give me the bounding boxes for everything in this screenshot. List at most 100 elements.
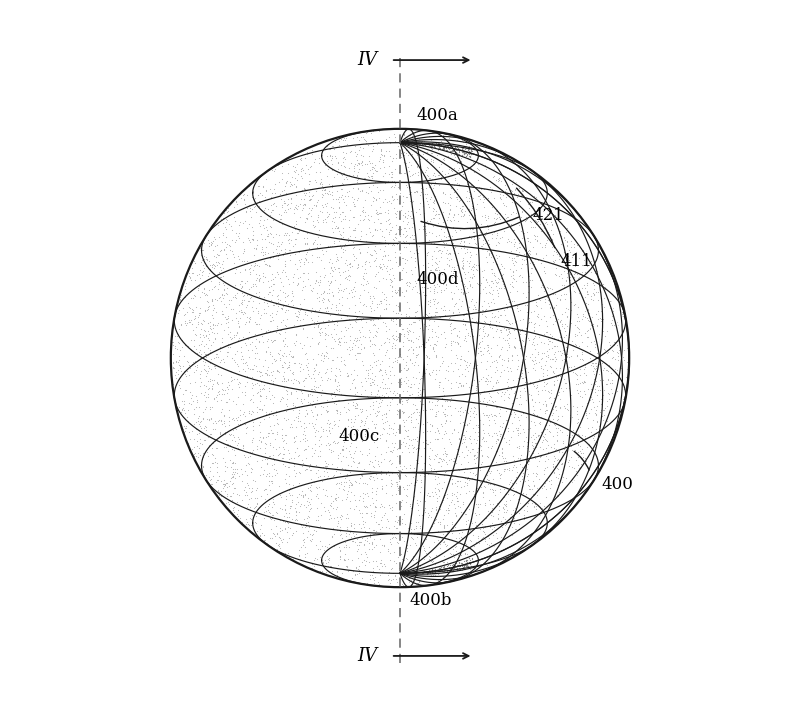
Point (552, 188, 565, 199)
Point (383, 574, 396, 585)
Point (358, 538, 370, 550)
Point (506, 425, 519, 437)
Text: 400: 400 (602, 475, 634, 493)
Point (374, 364, 386, 375)
Point (406, 347, 419, 359)
Point (392, 406, 405, 417)
Point (230, 313, 242, 324)
Point (186, 389, 198, 400)
Point (333, 483, 346, 494)
Point (616, 367, 629, 378)
Point (402, 379, 414, 391)
Point (502, 425, 514, 436)
Point (460, 216, 473, 228)
Point (519, 253, 532, 264)
Point (511, 424, 524, 435)
Point (241, 370, 254, 382)
Point (332, 452, 345, 463)
Point (384, 377, 397, 389)
Point (204, 374, 217, 385)
Point (589, 407, 602, 419)
Point (396, 323, 409, 334)
Point (471, 305, 484, 316)
Point (432, 142, 445, 154)
Point (466, 223, 478, 235)
Point (358, 135, 371, 146)
Point (449, 503, 462, 514)
Point (617, 310, 630, 321)
Point (465, 536, 478, 547)
Point (546, 309, 559, 321)
Point (312, 336, 325, 347)
Point (399, 565, 412, 576)
Point (401, 483, 414, 495)
Point (506, 194, 519, 205)
Point (520, 211, 533, 223)
Point (171, 328, 184, 339)
Point (219, 248, 232, 259)
Point (426, 137, 438, 148)
Point (588, 460, 601, 471)
Point (194, 420, 206, 432)
Point (367, 244, 380, 256)
Point (550, 490, 563, 501)
Point (520, 170, 533, 181)
Point (219, 426, 232, 437)
Point (488, 218, 501, 229)
Point (397, 415, 410, 426)
Point (382, 353, 395, 364)
Point (458, 437, 470, 448)
Point (382, 213, 395, 224)
Point (256, 267, 269, 279)
Point (332, 449, 345, 460)
Point (562, 303, 575, 314)
Point (461, 561, 474, 572)
Point (370, 485, 382, 497)
Point (288, 207, 301, 218)
Point (233, 433, 246, 445)
Point (365, 507, 378, 518)
Point (529, 214, 542, 226)
Point (446, 465, 459, 477)
Point (445, 266, 458, 277)
Point (368, 216, 381, 228)
Point (334, 325, 347, 337)
Point (514, 269, 526, 281)
Point (179, 317, 192, 329)
Point (309, 402, 322, 413)
Point (266, 274, 279, 285)
Point (354, 315, 367, 326)
Point (542, 440, 554, 451)
Point (238, 334, 251, 345)
Point (522, 474, 534, 485)
Point (575, 329, 588, 340)
Point (334, 337, 346, 348)
Point (416, 579, 429, 591)
Point (383, 503, 396, 514)
Point (570, 405, 583, 417)
Point (315, 206, 328, 218)
Point (243, 493, 256, 505)
Point (395, 578, 408, 589)
Point (263, 484, 276, 495)
Point (305, 465, 318, 476)
Point (182, 341, 194, 352)
Point (419, 228, 432, 239)
Point (538, 337, 550, 349)
Point (390, 405, 403, 416)
Point (429, 563, 442, 575)
Point (455, 527, 468, 538)
Point (448, 424, 461, 435)
Point (467, 358, 480, 369)
Point (462, 151, 474, 163)
Point (281, 227, 294, 238)
Point (361, 431, 374, 442)
Point (362, 324, 375, 336)
Point (240, 206, 253, 218)
Point (461, 243, 474, 254)
Point (375, 456, 388, 468)
Point (352, 184, 365, 195)
Point (246, 295, 259, 306)
Point (322, 504, 334, 516)
Point (258, 214, 270, 226)
